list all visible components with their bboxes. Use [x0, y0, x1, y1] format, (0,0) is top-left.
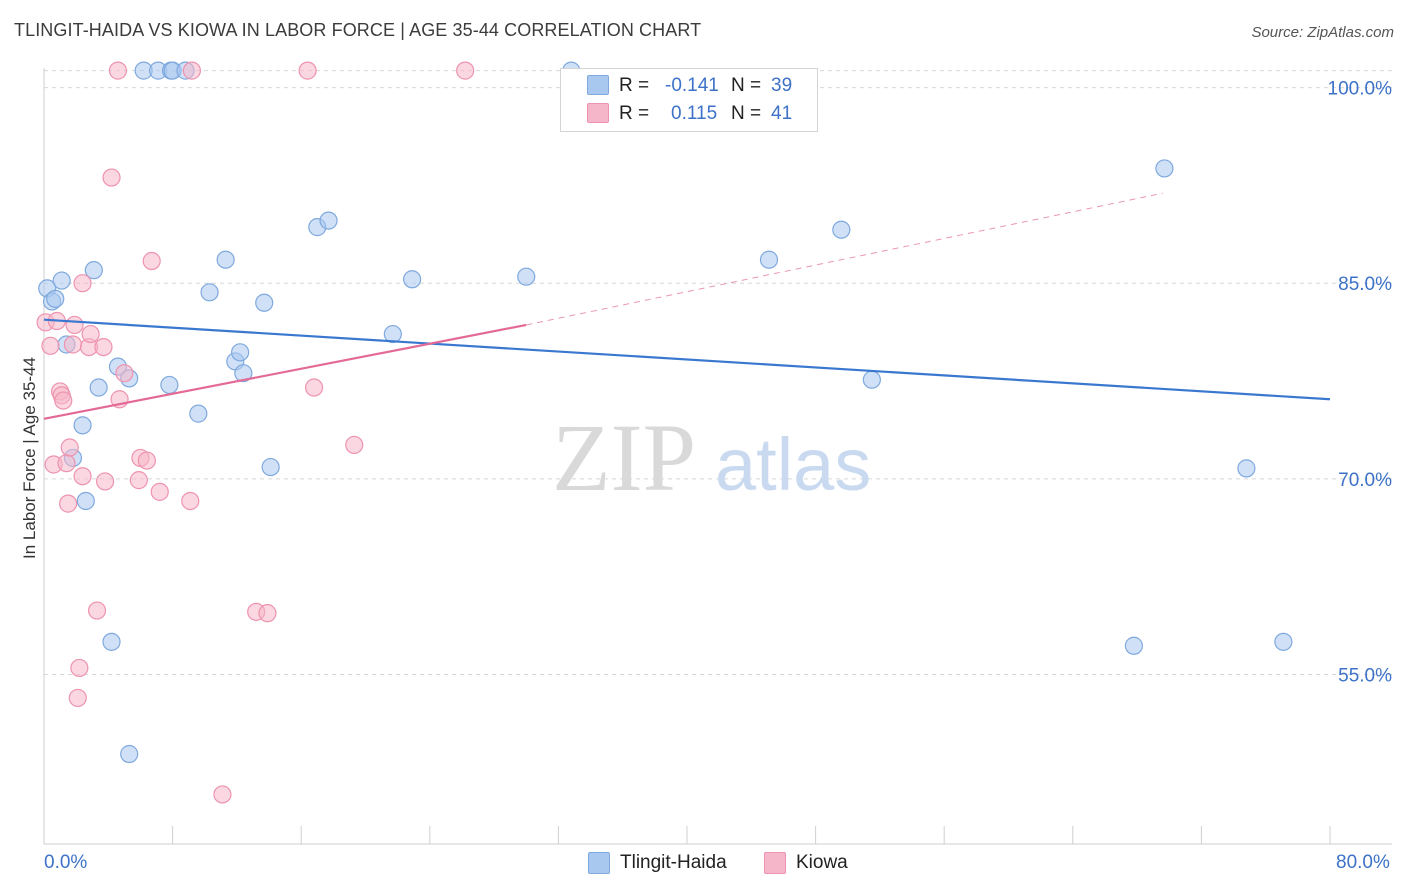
watermark: ZIP atlas: [552, 404, 871, 511]
point-tlingit-haida: [73, 416, 92, 435]
y-tick-labels: 100.0% 85.0% 70.0% 55.0%: [1328, 79, 1393, 687]
point-tlingit-haida: [231, 343, 250, 362]
trend-line-tlingit-haida: [43, 318, 1331, 401]
point-kiowa: [68, 688, 87, 708]
point-tlingit-haida: [160, 375, 179, 395]
point-kiowa: [129, 471, 148, 490]
point-tlingit-haida: [1237, 459, 1256, 478]
legend-n-value: 41: [771, 103, 793, 124]
point-tlingit-haida: [759, 250, 779, 269]
point-kiowa: [181, 491, 200, 511]
point-kiowa: [213, 785, 232, 804]
correlation-legend: R = -0.141 N = 39 R = 0.115 N = 41: [560, 68, 818, 132]
point-tlingit-haida: [76, 491, 95, 511]
series-legend-label: Kiowa: [796, 852, 848, 873]
legend-swatch-blue: [587, 75, 609, 95]
point-tlingit-haida: [255, 293, 274, 312]
point-kiowa: [304, 378, 324, 397]
point-tlingit-haida: [832, 220, 851, 239]
point-kiowa: [258, 604, 277, 623]
point-tlingit-haida: [261, 457, 280, 477]
point-tlingit-haida: [1274, 632, 1293, 651]
point-kiowa: [115, 364, 134, 383]
legend-r-value: -0.141: [665, 75, 719, 96]
point-tlingit-haida: [1124, 636, 1143, 655]
point-kiowa: [298, 61, 317, 80]
y-tick-label: 100.0%: [1328, 79, 1393, 100]
legend-r-value: 0.115: [671, 103, 718, 124]
legend-swatch-pink: [587, 103, 609, 123]
watermark-atlas: atlas: [715, 423, 871, 506]
point-kiowa: [73, 274, 92, 293]
legend-n-label: N =: [731, 75, 762, 96]
x-tick-label-min: 0.0%: [44, 852, 88, 873]
point-kiowa: [57, 454, 76, 473]
series-legend-swatch-blue: [588, 852, 610, 874]
point-kiowa: [108, 61, 128, 80]
x-tick-label-max: 80.0%: [1336, 852, 1390, 873]
legend-r-label: R =: [619, 103, 650, 124]
y-axis-label: In Labor Force | Age 35-44: [20, 357, 39, 559]
point-kiowa: [59, 494, 78, 513]
point-tlingit-haida: [200, 283, 219, 302]
y-tick-label: 55.0%: [1338, 665, 1392, 686]
axis-layer: [43, 68, 1392, 845]
point-kiowa: [102, 168, 121, 187]
point-tlingit-haida: [189, 404, 208, 423]
point-kiowa: [142, 251, 161, 271]
point-kiowa: [70, 658, 89, 678]
point-tlingit-haida: [52, 271, 71, 290]
point-kiowa: [60, 438, 79, 457]
point-kiowa: [87, 601, 107, 620]
point-kiowa: [182, 61, 201, 80]
trend-line-kiowa-extension: [526, 192, 1163, 326]
point-kiowa: [456, 61, 475, 80]
point-kiowa: [41, 336, 60, 355]
point-tlingit-haida: [120, 744, 139, 764]
point-tlingit-haida: [517, 267, 536, 286]
point-kiowa: [137, 451, 156, 470]
chart-title: TLINGIT-HAIDA VS KIOWA IN LABOR FORCE | …: [14, 20, 702, 40]
point-tlingit-haida: [46, 289, 65, 308]
trend-line-kiowa: [43, 323, 527, 420]
point-tlingit-haida: [84, 261, 103, 280]
point-kiowa: [63, 335, 83, 354]
legend-r-label: R =: [619, 75, 650, 96]
series-legend-item-kiowa: Kiowa: [764, 852, 848, 874]
point-kiowa: [345, 435, 364, 455]
source-credit: Source: ZipAtlas.com: [1251, 24, 1394, 41]
y-tick-label: 70.0%: [1338, 470, 1392, 491]
point-tlingit-haida: [234, 364, 253, 383]
point-kiowa: [73, 467, 92, 486]
legend-n-label: N =: [731, 103, 762, 124]
point-tlingit-haida: [319, 211, 338, 230]
point-tlingit-haida: [89, 378, 108, 397]
point-tlingit-haida: [403, 270, 422, 289]
point-kiowa: [54, 391, 73, 410]
trend-layer: [43, 192, 1331, 420]
point-kiowa: [65, 315, 84, 335]
watermark-zip: ZIP: [552, 404, 696, 511]
y-tick-label: 85.0%: [1338, 274, 1392, 295]
point-tlingit-haida: [1155, 159, 1174, 178]
series-legend-item-tlingit-haida: Tlingit-Haida: [588, 852, 727, 874]
point-kiowa: [150, 482, 169, 501]
legend-n-value: 39: [771, 75, 793, 96]
point-tlingit-haida: [383, 324, 402, 344]
point-kiowa: [94, 337, 113, 357]
series-legend-swatch-pink: [764, 852, 786, 874]
point-kiowa: [95, 472, 115, 491]
point-tlingit-haida: [102, 632, 121, 651]
point-kiowa: [81, 324, 100, 344]
point-tlingit-haida: [216, 250, 235, 269]
point-tlingit-haida: [862, 370, 881, 389]
series-legend-label: Tlingit-Haida: [620, 852, 727, 873]
